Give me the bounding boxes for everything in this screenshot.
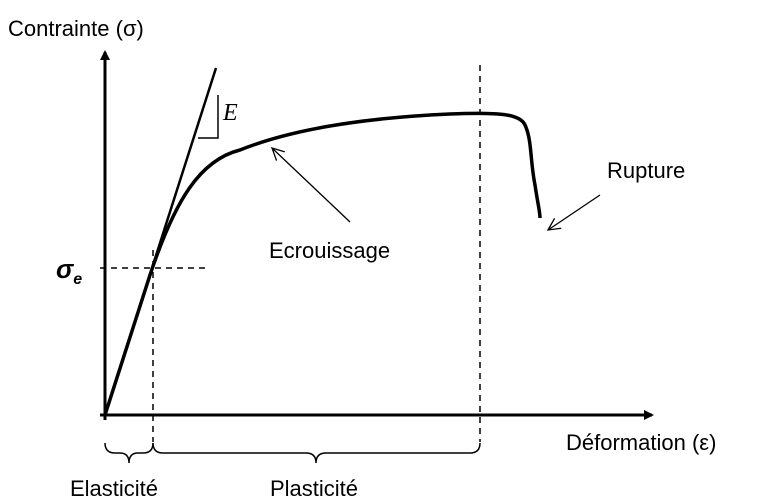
elastic-brace xyxy=(104,442,154,464)
yield-symbol: σ xyxy=(56,254,75,284)
elastic-zone-label: Elasticité xyxy=(70,476,158,501)
x-axis-label: Déformation (ε) xyxy=(566,430,716,455)
yield-label: σe xyxy=(56,254,82,288)
hardening-label: Ecrouissage xyxy=(269,238,390,263)
rupture-label: Rupture xyxy=(607,158,685,183)
yield-subscript: e xyxy=(73,271,82,288)
modulus-label: E xyxy=(222,100,238,126)
plastic-brace xyxy=(152,442,481,464)
rupture-arrow xyxy=(548,194,601,230)
hardening-arrow xyxy=(272,148,351,223)
y-axis-label: Contrainte (σ) xyxy=(8,16,144,41)
stress-curve xyxy=(103,111,542,416)
plastic-zone-label: Plasticité xyxy=(270,476,358,501)
slope-marker xyxy=(198,95,219,139)
